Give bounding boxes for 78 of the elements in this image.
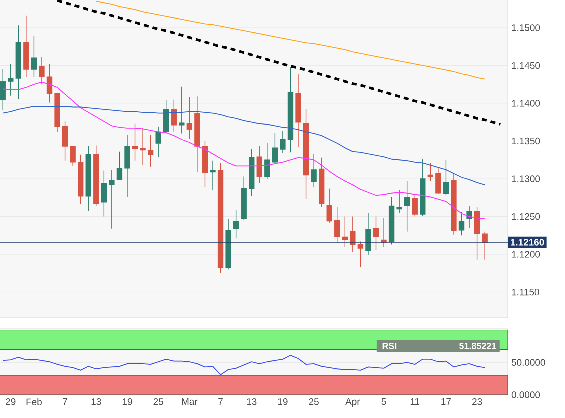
candlestick (16, 25, 22, 100)
y-tick-label: 0.0000 (512, 392, 540, 398)
annotation: 51.85221 (460, 342, 496, 350)
candlestick (218, 162, 224, 274)
x-tick-label: 7 (218, 398, 223, 406)
ref-line-label: 1.12160 (511, 239, 544, 246)
y-tick-label: 1.1300 (512, 176, 540, 182)
candlestick (366, 212, 372, 256)
candlestick (124, 134, 130, 198)
candlestick (140, 128, 146, 166)
x-tick-label: Feb (26, 398, 42, 406)
candlestick (303, 109, 310, 200)
candlestick (318, 158, 325, 208)
x-tick-label: 25 (309, 398, 319, 406)
candlestick (249, 149, 255, 197)
candlestick (39, 57, 45, 85)
x-tick-label: 17 (442, 398, 452, 406)
candlestick (226, 218, 232, 270)
candlestick (101, 170, 108, 218)
x-tick-label: 23 (472, 398, 482, 406)
x-tick-label: 13 (247, 398, 257, 406)
candlestick (24, 16, 30, 78)
candlestick (373, 216, 380, 250)
x-tick-label: 5 (382, 398, 386, 406)
candlestick (288, 66, 294, 153)
candlestick (396, 190, 402, 214)
x-tick-label: 7 (63, 398, 68, 406)
candlestick (326, 188, 332, 224)
x-tick-label: Apr (346, 398, 360, 407)
candlestick (272, 132, 278, 166)
candlestick (264, 143, 270, 180)
x-tick-label: 29 (6, 398, 16, 406)
candlestick (0, 69, 6, 111)
candlestick (436, 168, 442, 194)
y-tick-label: 1.1150 (512, 288, 540, 296)
x-tick-label: 25 (154, 398, 164, 406)
candlestick (94, 145, 100, 207)
candlestick (179, 86, 185, 134)
candlestick (451, 174, 457, 236)
annotation: RSI (382, 342, 397, 350)
x-tick-label: 11 (410, 398, 420, 406)
y-tick-label: 1.1350 (512, 138, 540, 145)
y-tick-label: 1.1450 (512, 62, 540, 70)
x-tick-label: Mar (182, 398, 198, 406)
candlestick (474, 206, 480, 260)
candlestick (420, 159, 426, 216)
candlestick (70, 146, 76, 167)
candlestick (156, 126, 162, 158)
x-tick-label: 19 (122, 398, 132, 406)
candlestick (202, 140, 208, 188)
candlestick (280, 131, 286, 154)
candlestick (62, 121, 68, 162)
candlestick (86, 146, 92, 212)
candlestick (241, 176, 247, 221)
candlestick (311, 154, 317, 188)
candlestick (210, 160, 216, 191)
candlestick (334, 206, 340, 244)
candlestick (296, 74, 302, 148)
y-tick-label: 50.0000 (512, 359, 546, 366)
y-tick-label: 1.1500 (512, 24, 540, 32)
y-tick-label: 1.1200 (512, 251, 540, 258)
candlestick (482, 232, 488, 260)
candlestick (54, 93, 60, 133)
candlestick (109, 170, 115, 230)
candlestick (116, 151, 123, 181)
y-tick-label: 1.1250 (512, 213, 540, 220)
candlestick (194, 96, 200, 173)
candlestick (458, 212, 465, 236)
y-tick-label: 1.1400 (512, 100, 540, 107)
candlestick (164, 100, 170, 134)
x-tick-label: 19 (278, 398, 288, 406)
candlestick (412, 194, 418, 218)
candlestick (31, 36, 38, 78)
candlestick (46, 64, 53, 104)
candlestick (443, 160, 450, 196)
x-tick-label: 13 (92, 398, 102, 406)
candlestick (78, 154, 84, 204)
candlestick (388, 196, 395, 246)
